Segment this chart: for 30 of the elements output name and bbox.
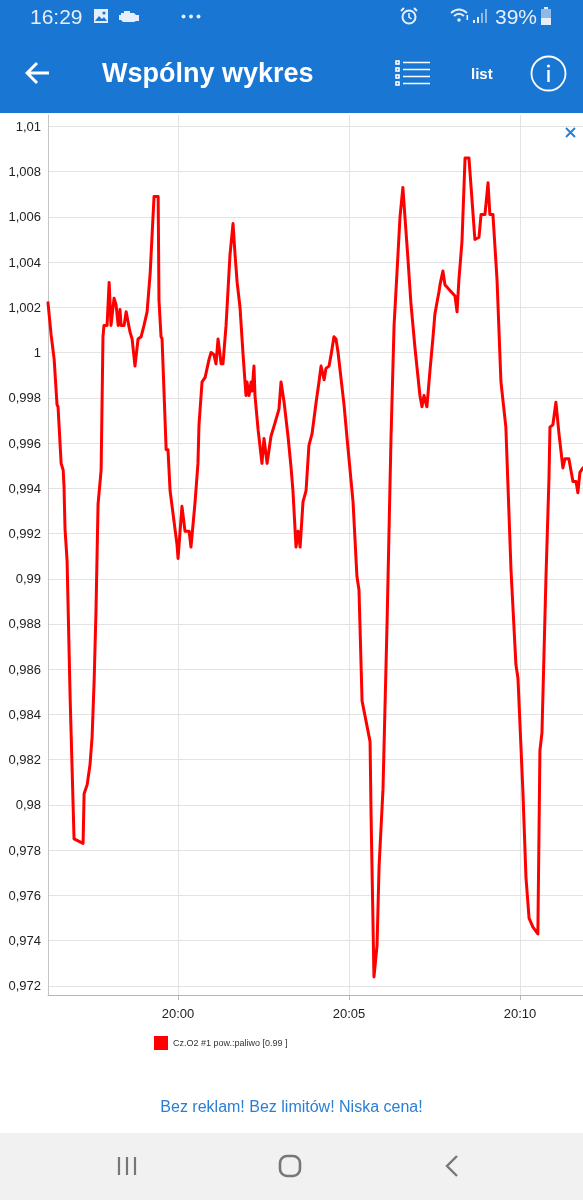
y-tick-label: 0,982 [8, 752, 41, 768]
y-tick-label: 0,986 [8, 661, 41, 677]
y-tick-label: 0,99 [15, 571, 41, 587]
y-tick-label: 0,992 [8, 526, 41, 542]
x-tick-label: 20:00 [161, 1006, 195, 1021]
y-tick-label: 0,984 [8, 706, 41, 722]
text: 16:29 [30, 5, 83, 29]
y-tick-label: 1,006 [8, 209, 41, 225]
y-tick-label: 0,974 [8, 933, 41, 949]
x-tick-label: 20:05 [332, 1006, 366, 1021]
y-tick-label: 1,002 [8, 299, 41, 315]
y-tick-label: 0,996 [8, 435, 41, 451]
y-tick-label: 0,978 [8, 842, 41, 858]
line-series [46, 156, 583, 979]
text: Bez reklam! Bez limitów! Niska cena! [159, 1098, 424, 1116]
y-tick-label: 0,994 [8, 480, 41, 496]
y-tick-label: 1 [33, 345, 41, 361]
y-tick-label: 0,976 [8, 887, 41, 903]
x-tick-label: 20:10 [503, 1006, 537, 1021]
y-tick-label: 0,988 [8, 616, 41, 632]
legend-label: Cz.O2 #1 pow.:paliwo [0.99 ] [173, 1038, 288, 1048]
y-tick-label: 0,998 [8, 390, 41, 406]
chart-title: Wspólny wykres [102, 58, 314, 89]
y-tick-label: 1,004 [8, 254, 41, 270]
text: list [471, 65, 493, 82]
y-tick-label: 0,972 [8, 978, 41, 994]
y-tick-label: 0,98 [15, 797, 41, 813]
y-tick-label: 1,01 [15, 118, 41, 134]
y-tick-label: 1,008 [8, 164, 41, 180]
text: 39% [495, 5, 538, 29]
